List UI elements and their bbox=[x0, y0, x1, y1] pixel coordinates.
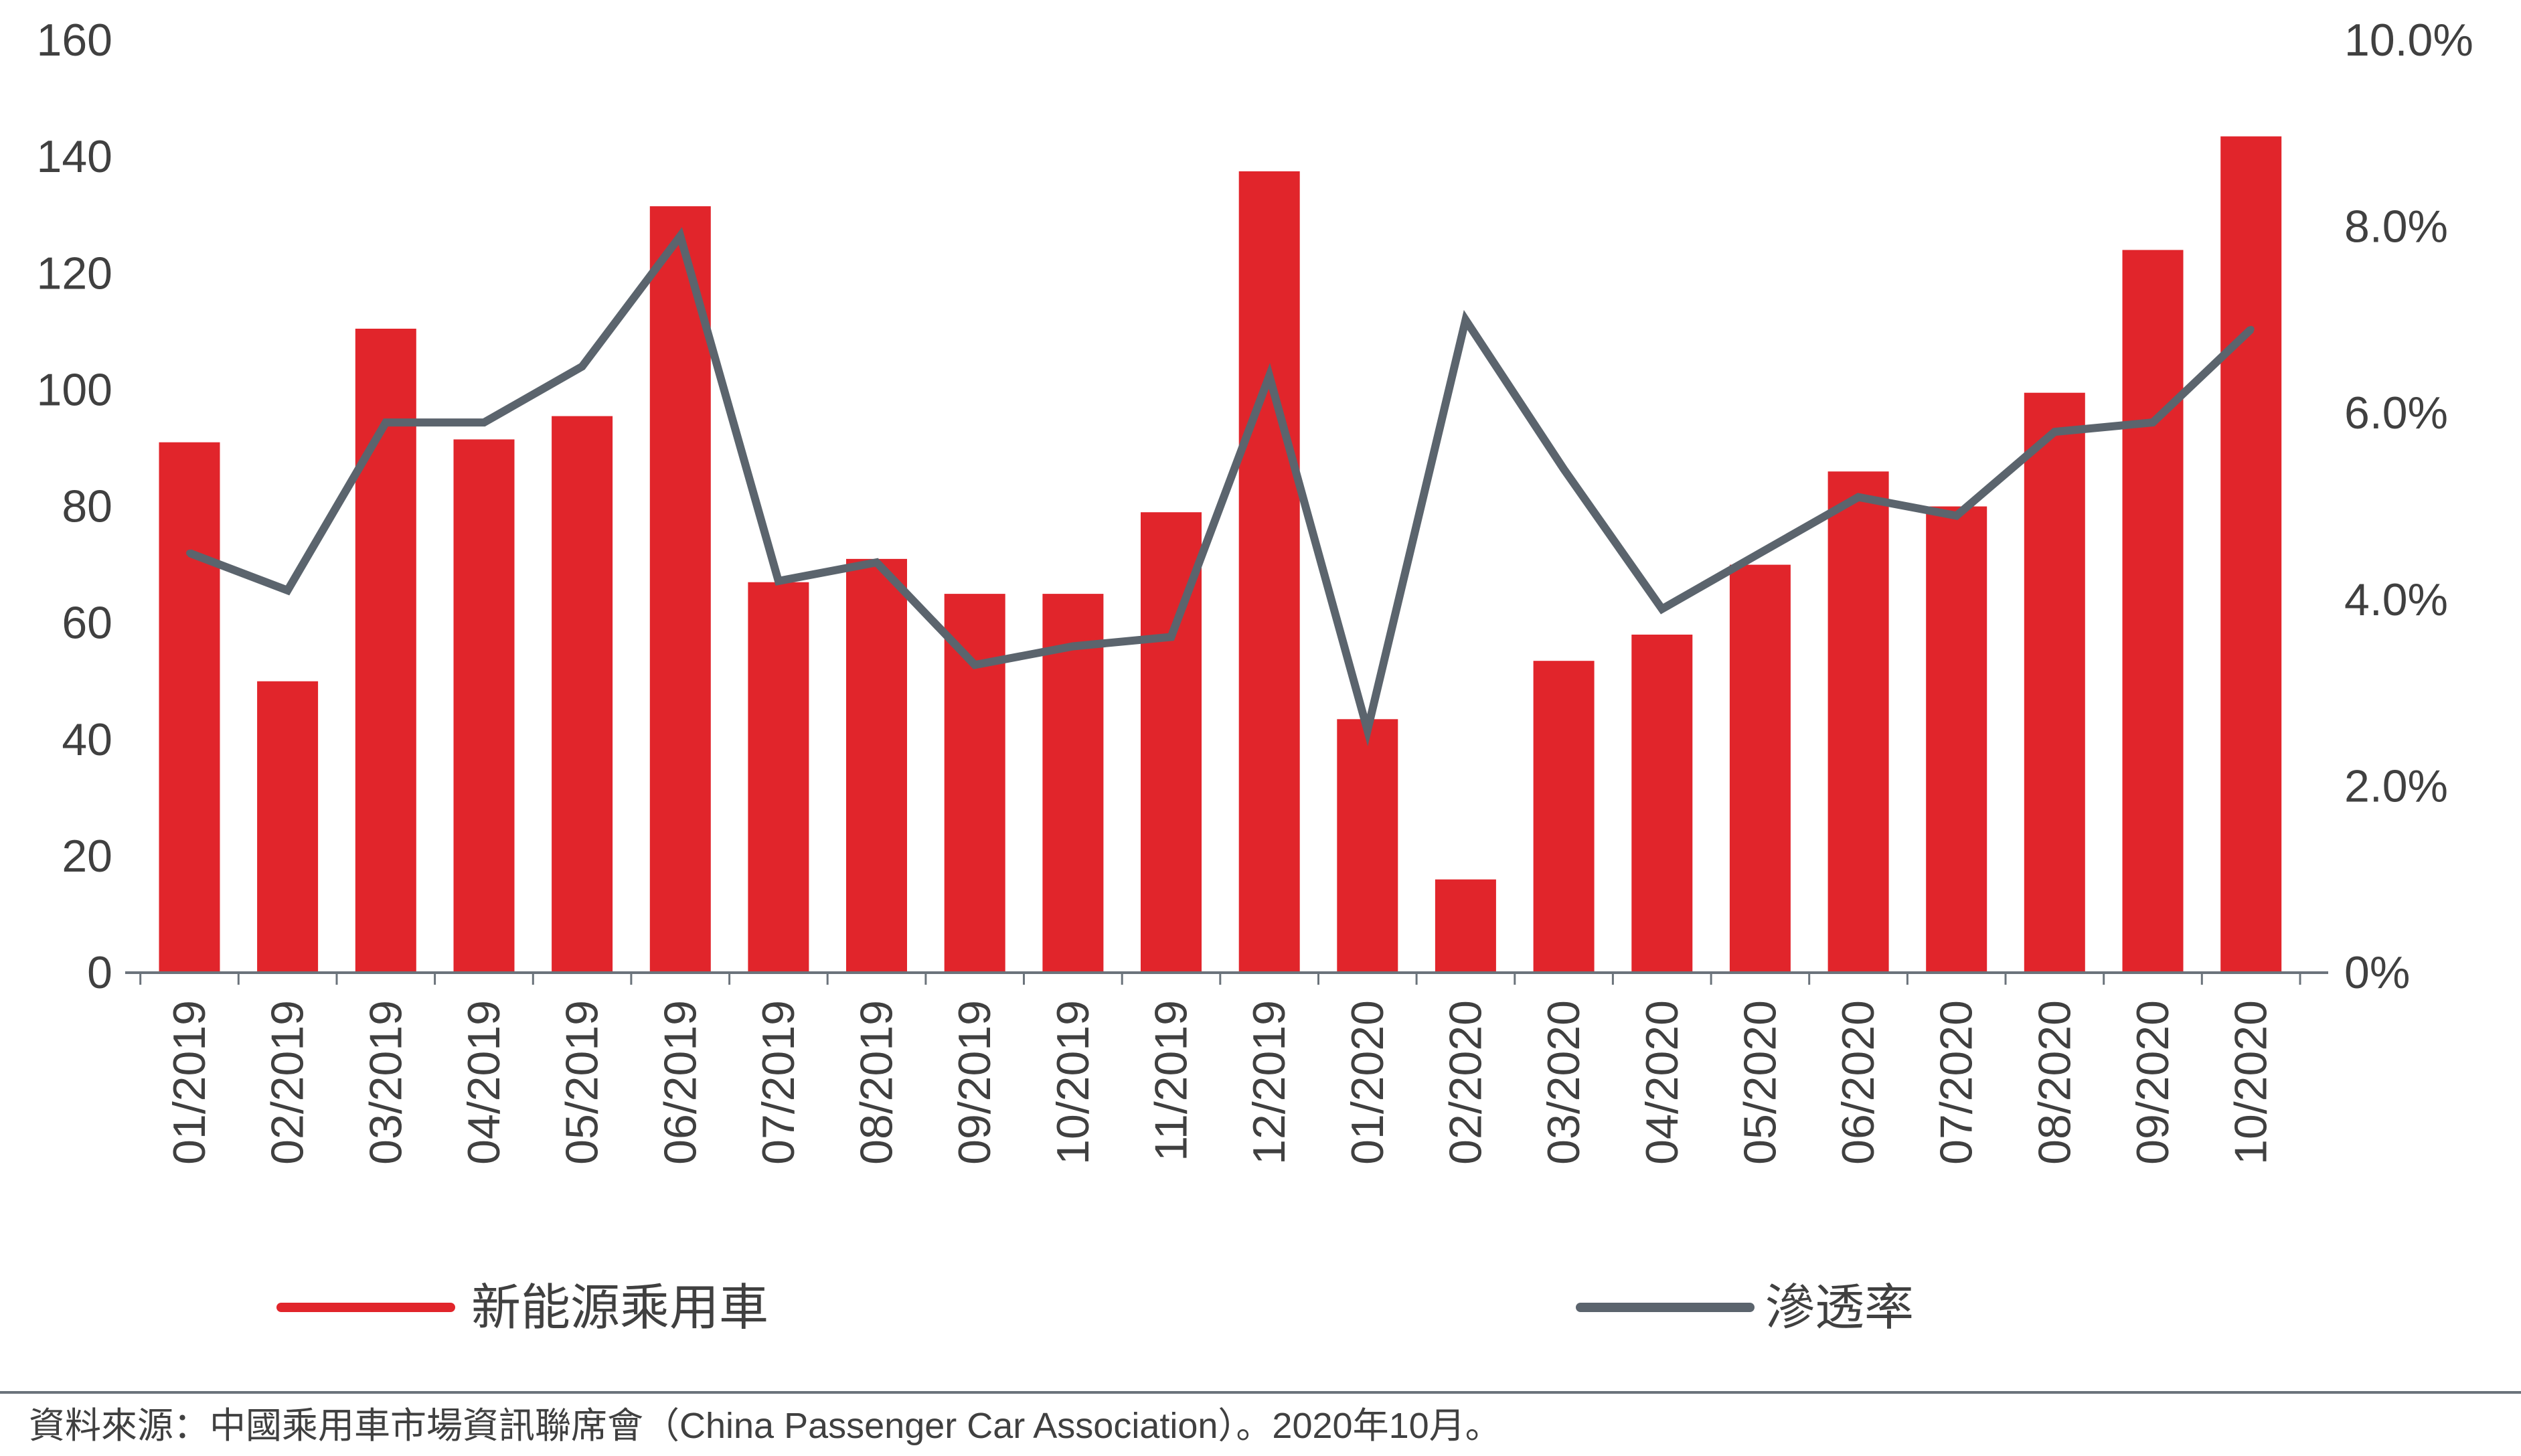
right-axis-tick-label: 8.0% bbox=[2344, 201, 2448, 252]
right-axis-tick-label: 0% bbox=[2344, 947, 2410, 998]
bar-10-2020 bbox=[2220, 136, 2282, 973]
bar-04-2019 bbox=[453, 439, 515, 973]
penetration-rate-point-02-2020 bbox=[1462, 316, 1469, 323]
penetration-rate-point-02-2019 bbox=[284, 586, 291, 594]
x-axis-label-02-2020: 02/2020 bbox=[1440, 1000, 1491, 1165]
x-axis-label-05-2020: 05/2020 bbox=[1734, 1000, 1785, 1165]
bar-01-2020 bbox=[1337, 719, 1398, 973]
x-axis-label-06-2020: 06/2020 bbox=[1833, 1000, 1884, 1165]
bar-03-2020 bbox=[1533, 661, 1595, 973]
left-axis-tick-label: 140 bbox=[37, 131, 112, 182]
x-axis-label-01-2019: 01/2019 bbox=[164, 1000, 215, 1165]
penetration-rate-point-06-2019 bbox=[677, 232, 684, 240]
penetration-rate-point-10-2020 bbox=[2247, 325, 2255, 333]
bar-01-2019 bbox=[159, 442, 220, 973]
bar-05-2019 bbox=[552, 416, 613, 973]
left-axis-tick-label: 0 bbox=[87, 947, 112, 998]
x-axis-label-10-2019: 10/2019 bbox=[1048, 1000, 1099, 1165]
legend-label-new-energy-vehicles: 新能源乘用車 bbox=[471, 1280, 768, 1336]
x-axis-label-09-2019: 09/2019 bbox=[949, 1000, 1000, 1165]
left-axis-tick-label: 40 bbox=[62, 714, 112, 765]
penetration-rate-point-08-2019 bbox=[873, 559, 880, 566]
x-axis-label-03-2019: 03/2019 bbox=[360, 1000, 411, 1165]
bar-04-2020 bbox=[1631, 635, 1693, 973]
penetration-rate-point-01-2019 bbox=[186, 550, 193, 557]
penetration-rate-point-04-2019 bbox=[481, 419, 487, 426]
line-layer bbox=[186, 227, 2255, 746]
x-axis-label-05-2019: 05/2019 bbox=[557, 1000, 608, 1165]
bar-09-2019 bbox=[944, 594, 1005, 973]
bar-08-2019 bbox=[846, 558, 907, 973]
x-axis-label-03-2020: 03/2020 bbox=[1538, 1000, 1589, 1165]
right-axis-tick-label: 2.0% bbox=[2344, 760, 2448, 811]
bar-06-2019 bbox=[649, 206, 711, 973]
penetration-rate-point-12-2019 bbox=[1266, 372, 1273, 380]
left-axis-tick-label: 60 bbox=[62, 598, 112, 649]
penetration-rate-point-10-2019 bbox=[1069, 643, 1076, 650]
penetration-rate-point-11-2019 bbox=[1167, 633, 1175, 641]
x-axis-label-08-2020: 08/2020 bbox=[2029, 1000, 2080, 1165]
penetration-rate-line bbox=[187, 227, 2254, 746]
legend-label-penetration-rate: 滲透率 bbox=[1765, 1280, 1914, 1336]
bar-05-2020 bbox=[1729, 564, 1791, 973]
penetration-rate-point-05-2019 bbox=[578, 363, 586, 370]
bar-02-2020 bbox=[1435, 879, 1496, 973]
left-axis-tick-label: 160 bbox=[37, 15, 112, 66]
penetration-rate-point-05-2020 bbox=[1757, 550, 1764, 557]
penetration-rate-point-08-2020 bbox=[2051, 428, 2058, 436]
right-axis-tick-label: 4.0% bbox=[2344, 574, 2448, 625]
x-axis-label-06-2019: 06/2019 bbox=[655, 1000, 706, 1165]
penetration-rate-point-09-2019 bbox=[971, 661, 979, 669]
left-axis-tick-label: 80 bbox=[62, 481, 112, 532]
bar-03-2019 bbox=[355, 329, 416, 973]
penetration-rate-point-03-2019 bbox=[382, 419, 390, 426]
penetration-rate-point-09-2020 bbox=[2149, 419, 2156, 426]
left-axis-tick-label: 120 bbox=[37, 248, 112, 299]
left-axis-tick-label: 100 bbox=[37, 364, 112, 415]
right-axis-tick-label: 6.0% bbox=[2344, 388, 2448, 438]
labels-layer: 0 20 40 60 80 100 120 140 160 0% 2.0% 4.0% 6.0% 8.0% 1… bbox=[37, 15, 2473, 1165]
penetration-rate-point-06-2020 bbox=[1855, 493, 1862, 501]
x-axis-label-07-2020: 07/2020 bbox=[1931, 1000, 1982, 1165]
x-axis-label-09-2020: 09/2020 bbox=[2127, 1000, 2178, 1165]
penetration-rate-point-03-2020 bbox=[1560, 465, 1568, 473]
penetration-rate-point-04-2020 bbox=[1658, 605, 1665, 613]
bar-08-2020 bbox=[2024, 392, 2085, 973]
bar-06-2020 bbox=[1827, 471, 1889, 973]
bar-07-2019 bbox=[748, 582, 809, 973]
x-axis-label-04-2019: 04/2019 bbox=[459, 1000, 509, 1165]
right-axis-tick-label: 10.0% bbox=[2344, 15, 2473, 66]
penetration-rate-point-07-2019 bbox=[775, 577, 782, 584]
x-axis-label-02-2019: 02/2019 bbox=[262, 1000, 313, 1165]
bar-02-2019 bbox=[257, 681, 319, 973]
legend: 新能源乘用車 滲透率 bbox=[276, 1280, 1914, 1336]
x-axis-label-01-2020: 01/2020 bbox=[1342, 1000, 1393, 1165]
x-axis-label-08-2019: 08/2019 bbox=[851, 1000, 902, 1165]
x-axis-label-11-2019: 11/2019 bbox=[1146, 1000, 1197, 1161]
bars-layer bbox=[159, 136, 2282, 973]
source-note: 資料來源：中國乘用車市場資訊聯席會（China Passenger Car As… bbox=[29, 1406, 1501, 1446]
penetration-rate-point-01-2020 bbox=[1364, 726, 1371, 734]
x-axis-label-07-2019: 07/2019 bbox=[753, 1000, 804, 1165]
bar-12-2019 bbox=[1238, 171, 1300, 973]
left-axis-tick-label: 20 bbox=[62, 831, 112, 882]
bar-10-2019 bbox=[1042, 594, 1104, 973]
penetration-rate-point-07-2020 bbox=[1953, 512, 1960, 519]
x-axis-label-10-2020: 10/2020 bbox=[2226, 1000, 2277, 1165]
bar-07-2020 bbox=[1926, 506, 1987, 973]
bar-09-2020 bbox=[2122, 250, 2184, 973]
x-axis-label-04-2020: 04/2020 bbox=[1637, 1000, 1688, 1165]
axis-layer bbox=[125, 971, 2328, 985]
x-axis-label-12-2019: 12/2019 bbox=[1244, 1000, 1295, 1165]
